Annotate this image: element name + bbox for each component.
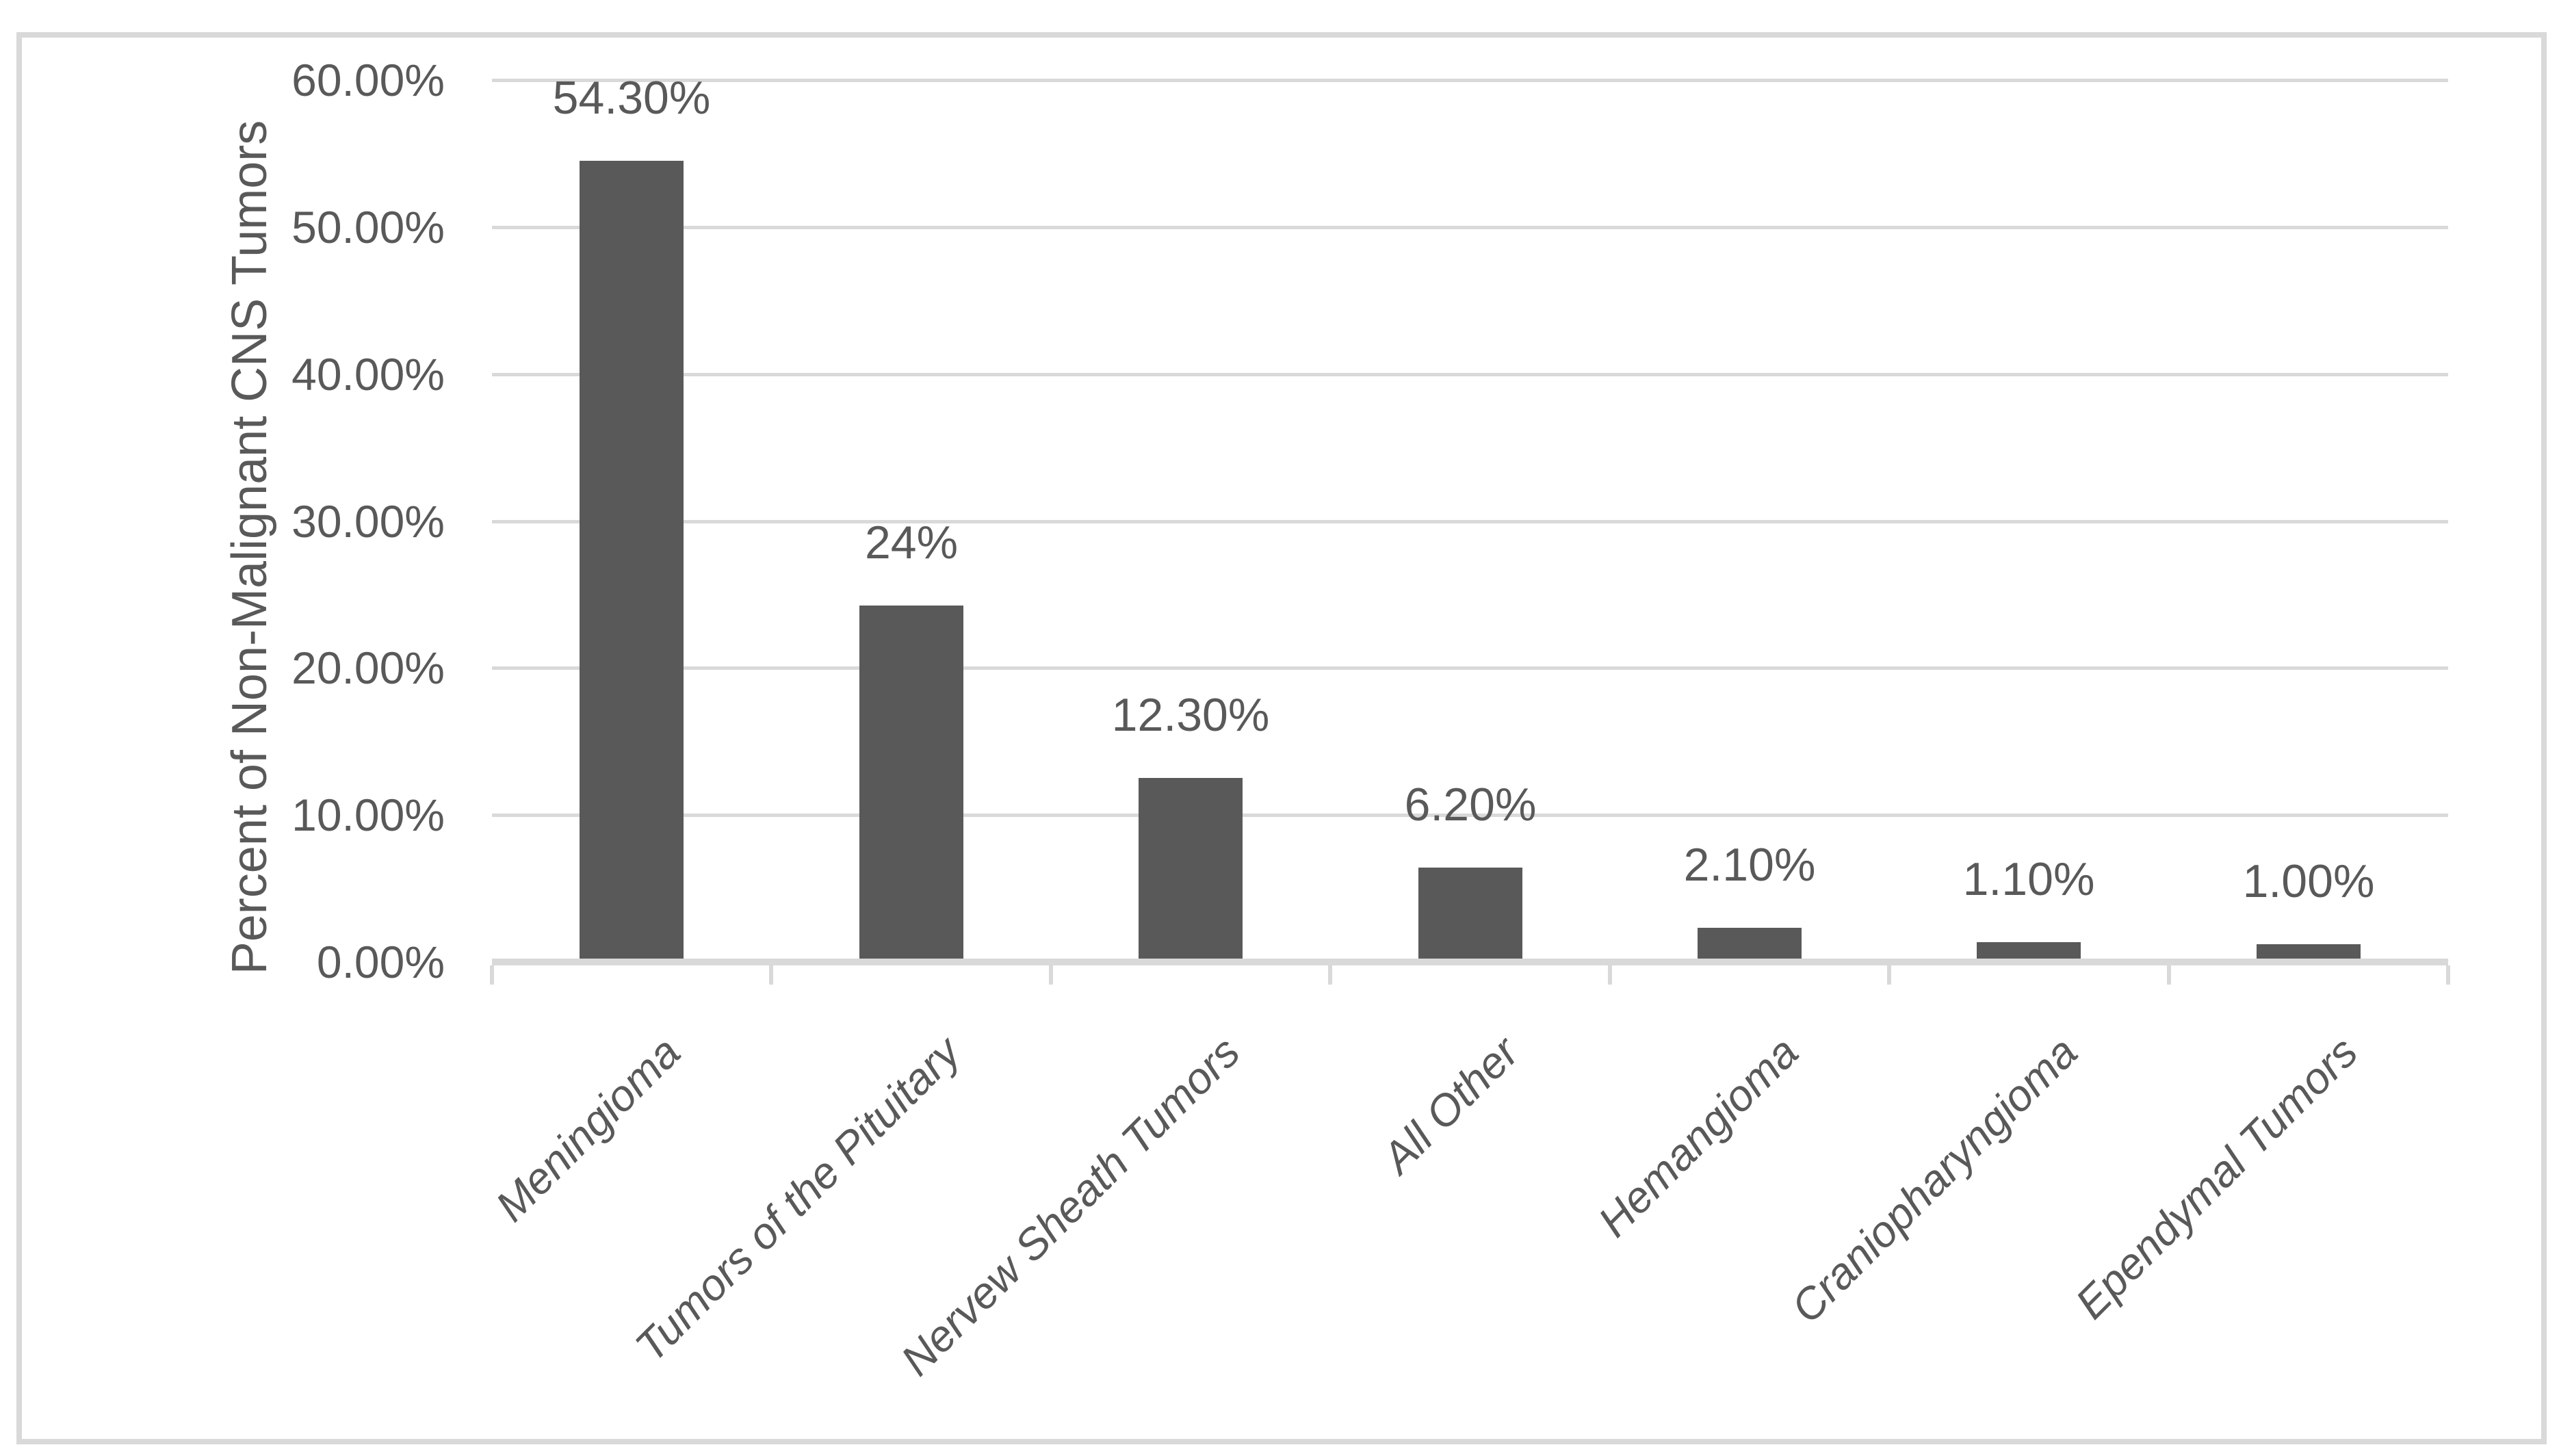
x-axis-tick-mark bbox=[1049, 965, 1053, 985]
bar-value-label: 1.10% bbox=[1962, 853, 2095, 905]
bar-4 bbox=[1698, 928, 1802, 959]
bar-value-label: 6.20% bbox=[1404, 779, 1537, 831]
y-axis-title: Percent of Non-Malignant CNS Tumors bbox=[222, 120, 277, 975]
x-axis-tick-mark bbox=[490, 965, 494, 985]
y-axis-tick-label: 50.00% bbox=[291, 202, 445, 252]
x-axis-line bbox=[492, 959, 2448, 965]
y-axis-tick-label: 0.00% bbox=[316, 937, 445, 987]
bar-6 bbox=[2257, 944, 2361, 959]
x-axis-tick-mark bbox=[2167, 965, 2171, 985]
x-axis-tick-mark bbox=[1328, 965, 1332, 985]
bar-value-label: 1.00% bbox=[2242, 855, 2375, 907]
bar-2 bbox=[1139, 778, 1243, 959]
bar-0 bbox=[580, 161, 684, 959]
bar-5 bbox=[1977, 942, 2081, 959]
bar-3 bbox=[1418, 868, 1522, 959]
gridline bbox=[492, 520, 2448, 523]
gridline bbox=[492, 814, 2448, 817]
bar-1 bbox=[859, 606, 963, 959]
gridline bbox=[492, 79, 2448, 82]
bar-value-label: 24% bbox=[864, 517, 959, 569]
gridline bbox=[492, 666, 2448, 670]
bar-value-label: 54.30% bbox=[552, 72, 711, 124]
gridline bbox=[492, 373, 2448, 376]
y-axis-tick-label: 30.00% bbox=[291, 496, 445, 547]
gridline bbox=[492, 226, 2448, 229]
bar-value-label: 2.10% bbox=[1683, 839, 1816, 891]
chart-border bbox=[16, 32, 2547, 1444]
y-axis-tick-label: 20.00% bbox=[291, 642, 445, 693]
x-axis-tick-mark bbox=[1887, 965, 1891, 985]
y-axis-tick-label: 40.00% bbox=[291, 349, 445, 400]
x-axis-tick-mark bbox=[1608, 965, 1612, 985]
y-axis-tick-label: 60.00% bbox=[291, 55, 445, 105]
x-axis-tick-mark bbox=[2446, 965, 2450, 985]
y-axis-tick-label: 10.00% bbox=[291, 790, 445, 840]
x-axis-tick-mark bbox=[769, 965, 773, 985]
bar-value-label: 12.30% bbox=[1111, 689, 1270, 741]
